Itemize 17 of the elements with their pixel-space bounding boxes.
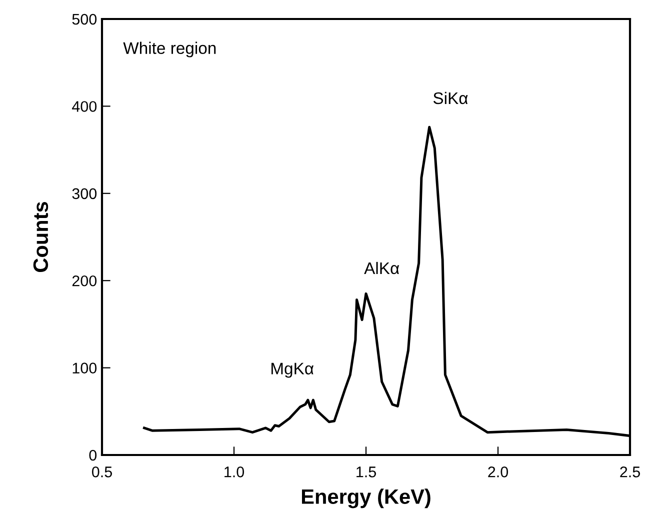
x-tick-label: 0.5 [92,466,112,478]
annotation: AlKα [364,262,400,274]
y-tick-label: 200 [72,275,97,286]
annotation: White region [123,42,216,58]
x-tick-label: 1.0 [224,466,244,478]
x-tick-label: 1.5 [356,466,376,478]
y-tick-label: 0 [89,450,97,461]
y-tick-label: 500 [72,14,97,25]
y-tick-label: 100 [72,362,97,374]
y-axis-title: Counts [33,202,48,272]
x-tick-label: 2.0 [488,466,508,478]
y-tick-label: 300 [72,188,97,200]
annotation: SiKα [433,92,468,104]
annotation: MgKα [271,362,314,378]
y-tick-label: 400 [72,101,97,112]
x-tick-label: 2.5 [620,466,640,478]
x-axis-title: Energy (KeV) [302,488,430,508]
